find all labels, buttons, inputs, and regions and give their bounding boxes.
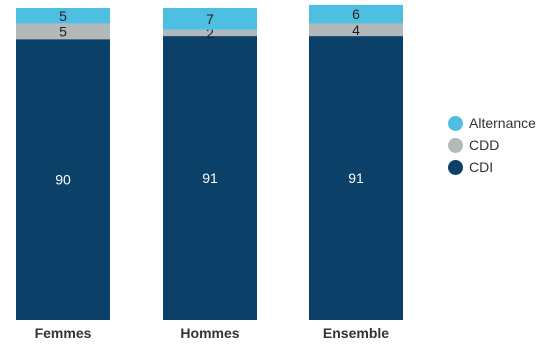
data-label-ensemble-cdd: 4 [352,22,360,38]
data-label-hommes-alternance: 7 [206,11,214,27]
legend-item-cdd: CDD [448,134,536,156]
legend-item-cdi: CDI [448,156,536,178]
data-label-ensemble-alternance: 6 [352,6,360,22]
bar-segment-ensemble-alternance [309,4,403,24]
data-label-femmes-cdi: 90 [55,172,71,188]
x-tick-label-femmes: Femmes [35,325,92,341]
bar-segment-femmes-cdi [16,39,110,320]
legend-swatch-alternance [448,115,463,131]
data-label-ensemble-cdi: 91 [348,170,364,186]
chart-legend: Alternance CDD CDI [448,112,536,178]
legend-label-cdd: CDD [469,137,500,153]
legend-swatch-cdd [448,137,463,153]
legend-label-alternance: Alternance [469,115,536,131]
bar-segment-femmes-cdd [16,23,110,40]
legend-label-cdi: CDI [469,159,494,175]
legend-item-alternance: Alternance [448,112,536,134]
data-label-femmes-alternance: 5 [59,8,67,24]
bar-segment-ensemble-cdi [309,36,403,321]
x-tick-label-hommes: Hommes [180,325,239,341]
data-label-hommes-cdd: 2 [206,25,214,41]
data-label-hommes-cdi: 91 [202,170,218,186]
x-tick-label-ensemble: Ensemble [323,325,389,341]
data-label-femmes-cdd: 5 [59,23,67,39]
bar-segment-hommes-cdd [163,29,257,37]
legend-swatch-cdi [448,159,463,175]
bar-segment-hommes-alternance [163,8,257,30]
bar-segment-femmes-alternance [16,8,110,24]
bar-segment-ensemble-cdd [309,23,403,37]
bar-segment-hommes-cdi [163,36,257,321]
